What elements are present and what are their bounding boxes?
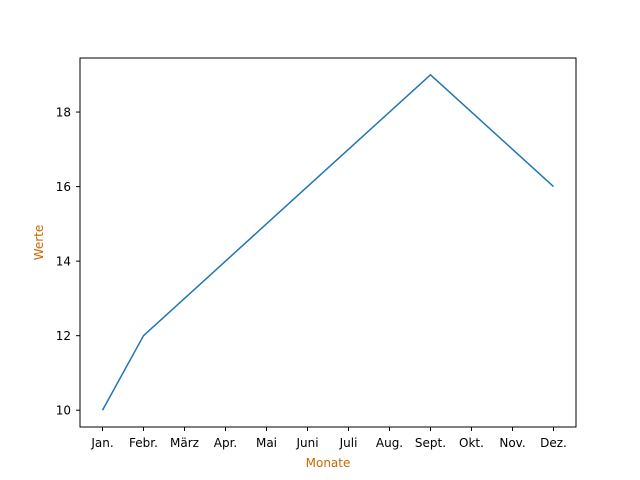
x-tick-label: Sept. [415, 436, 446, 450]
x-tick-label: Jan. [90, 436, 113, 450]
x-tick-label: Juli [339, 436, 358, 450]
x-tick-label: Nov. [499, 436, 525, 450]
series-line-0 [101, 74, 555, 411]
x-tick-label: Febr. [129, 436, 158, 450]
x-axis-label: Monate [306, 456, 351, 470]
x-tick-label: Juni [295, 436, 318, 450]
y-axis-ticks: 10 12 14 16 18 [56, 106, 80, 418]
series-layer [101, 74, 555, 411]
y-tick-label: 10 [56, 404, 71, 418]
x-tick-label: Mai [256, 436, 277, 450]
x-tick-label: März [170, 436, 199, 450]
x-tick-label: Dez. [540, 436, 567, 450]
y-tick-label: 14 [56, 255, 71, 269]
y-axis-label: Werte [32, 225, 46, 261]
x-tick-label: Aug. [376, 436, 403, 450]
y-tick-label: 16 [56, 180, 71, 194]
plot-frame [79, 57, 577, 428]
x-tick-label: Apr. [214, 436, 237, 450]
x-tick-label: Okt. [459, 436, 484, 450]
y-tick-label: 18 [56, 106, 71, 120]
y-tick-label: 12 [56, 329, 71, 343]
x-axis-ticks: Jan. Febr. März Apr. Mai Juni Juli Aug. Sept. Okt… [90, 427, 567, 450]
